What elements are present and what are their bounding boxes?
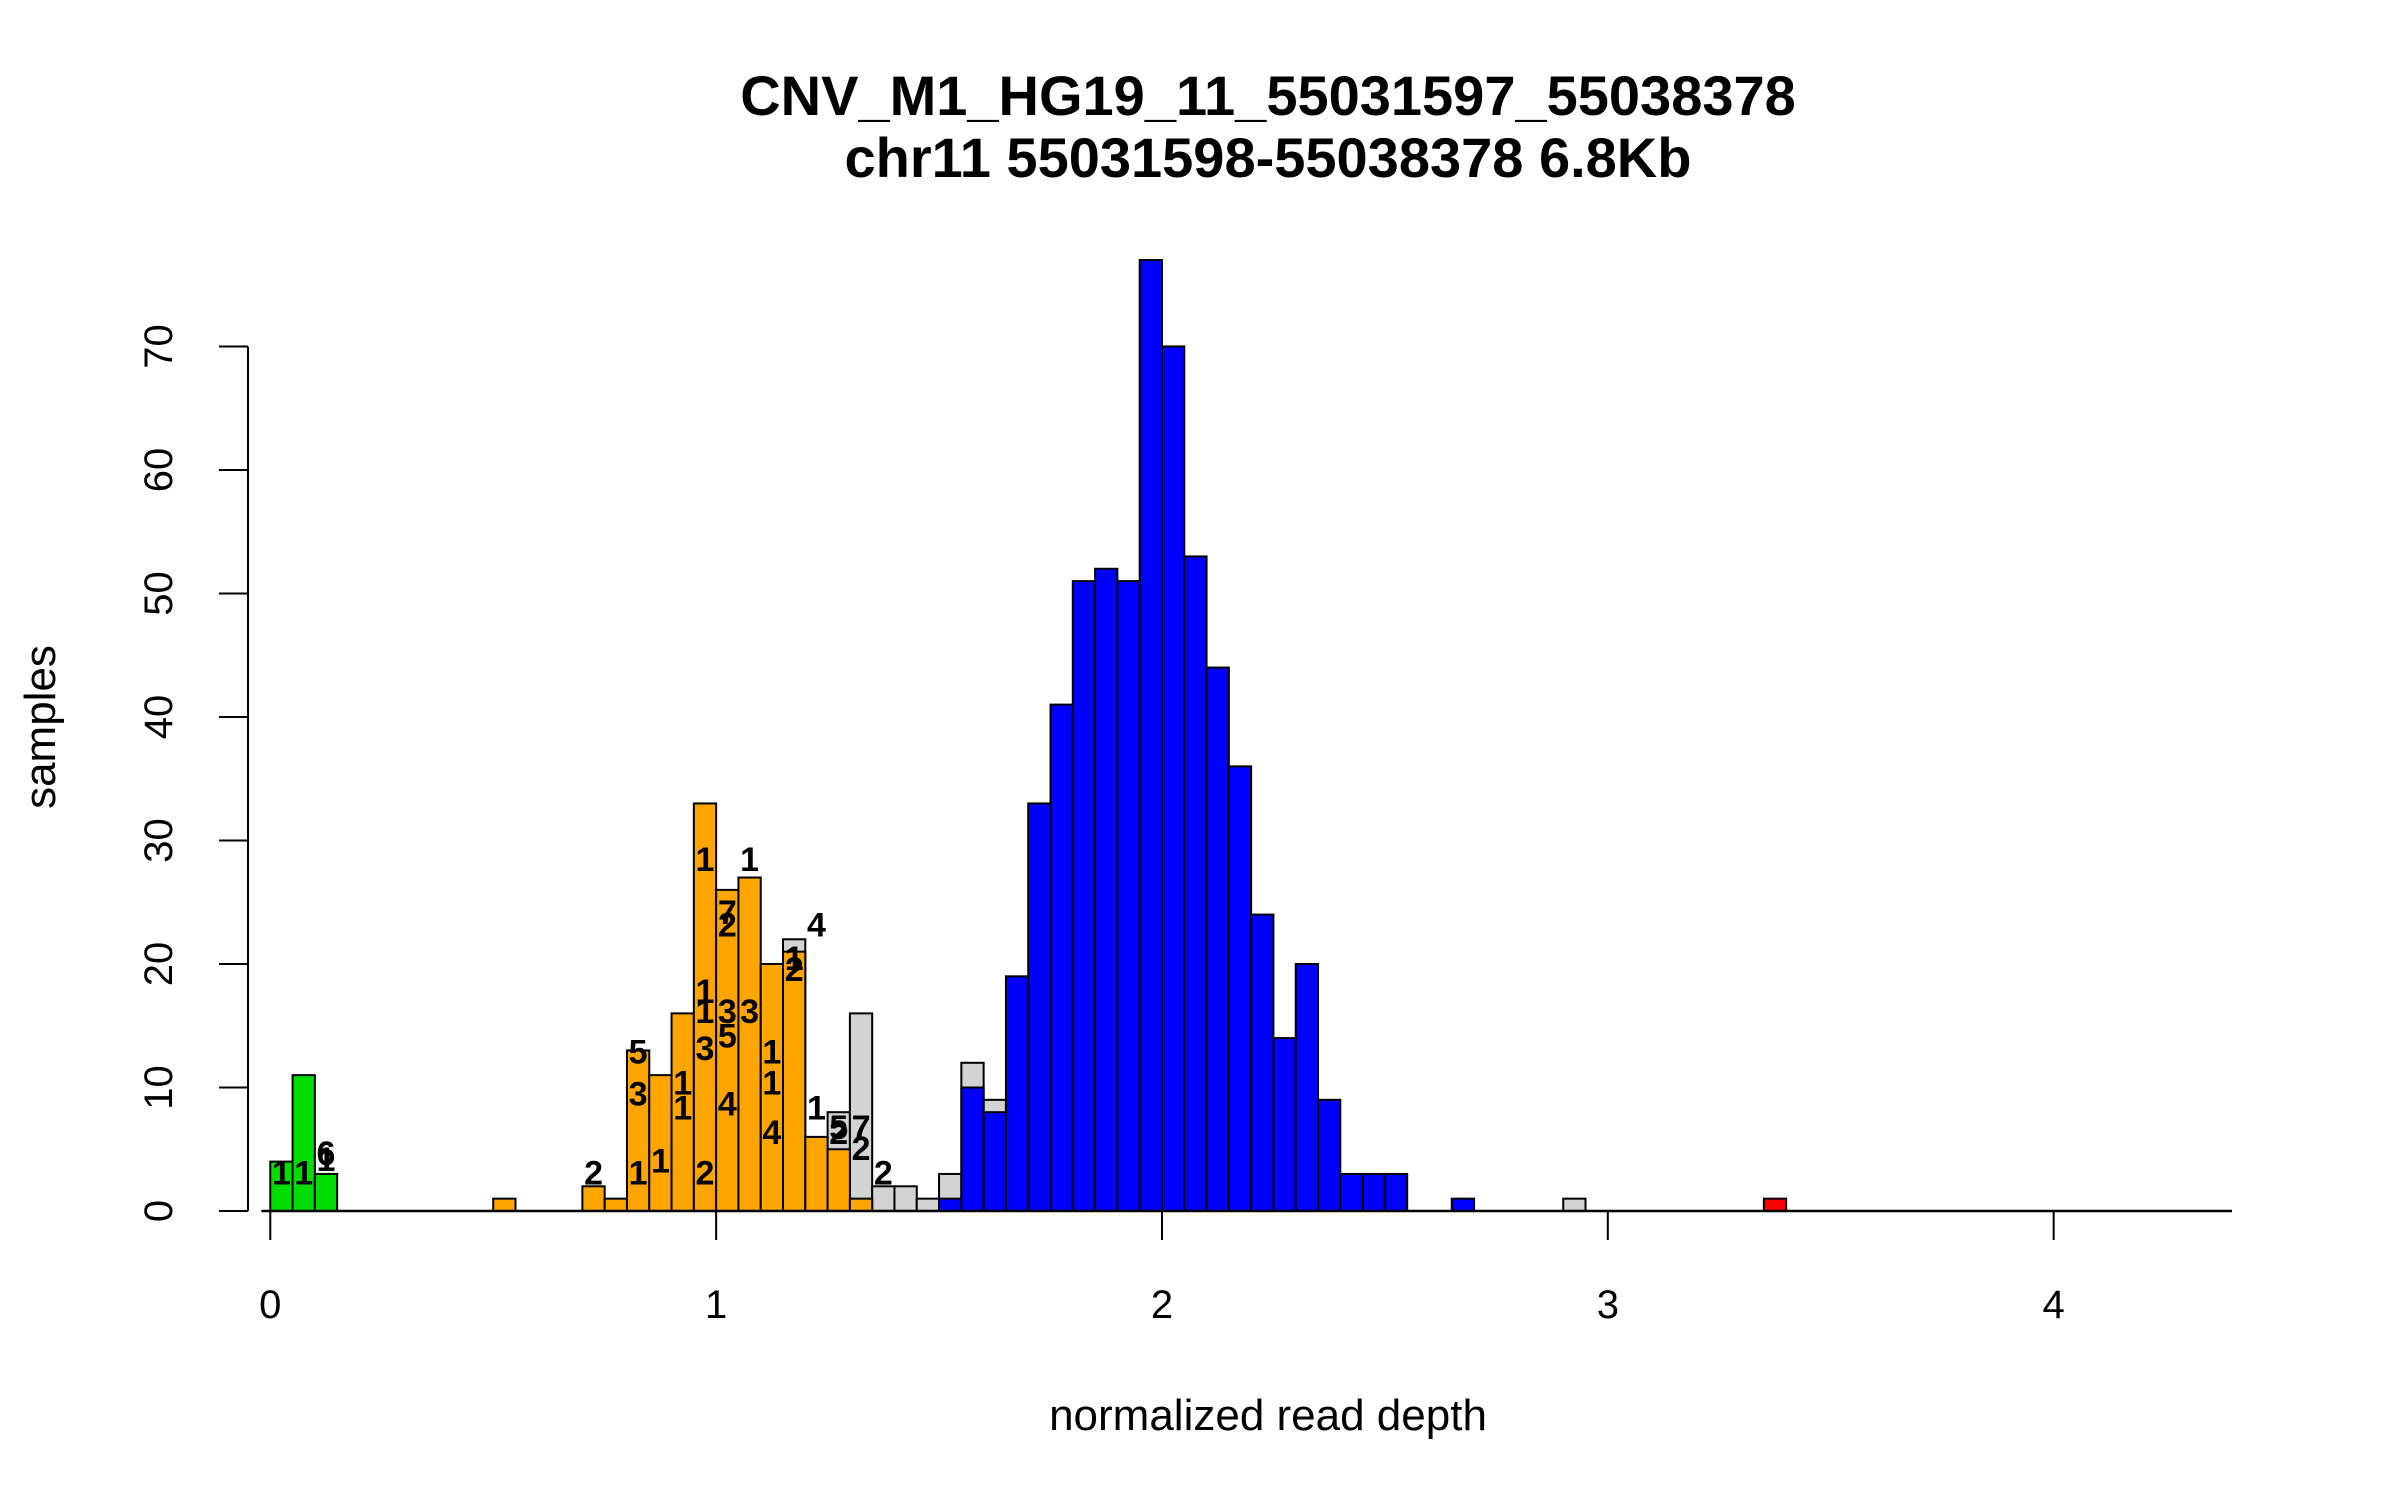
histogram-bar (960, 1086, 985, 1212)
histogram-bar (848, 1197, 874, 1213)
bar-annotation: 1 (629, 1155, 648, 1193)
bar-annotation: 3 (718, 993, 737, 1031)
bar-annotation: 2 (584, 1155, 603, 1193)
x-tick-label: 3 (1597, 1283, 1619, 1327)
bar-annotation: 7 (852, 1109, 871, 1147)
bar-annotation: 2 (829, 1114, 848, 1152)
bar-annotation: 4 (718, 1086, 737, 1124)
bar-annotation: 5 (629, 1034, 648, 1072)
bar-annotation: 1 (696, 993, 715, 1031)
bar-annotation: 1 (696, 973, 715, 1011)
histogram-bar (1116, 580, 1141, 1212)
bar-annotation: 1 (673, 1089, 692, 1127)
bar-annotation: 4 (762, 1114, 781, 1152)
histogram-bar (982, 1111, 1007, 1212)
y-tick-label: 10 (137, 1065, 181, 1110)
histogram-bar (1227, 765, 1253, 1212)
x-tick-label: 4 (2043, 1283, 2065, 1327)
histogram-bar (492, 1197, 517, 1213)
y-tick-label: 60 (137, 448, 181, 493)
histogram-bar (1294, 962, 1320, 1212)
y-axis: 0 10 20 30 40 50 60 70 (137, 324, 249, 1222)
y-tick-label: 20 (137, 942, 181, 987)
histogram-bar (826, 1148, 851, 1212)
bar-annotation: 3 (629, 1076, 648, 1114)
histogram-bar (1160, 345, 1186, 1212)
bar-annotation: 7 (718, 894, 737, 932)
bar-annotation: 3 (740, 993, 759, 1031)
bar-annotation: 2 (718, 906, 737, 944)
bar-annotation: 1 (673, 1065, 692, 1103)
y-axis-label: samples (16, 645, 65, 809)
bar-annotation: 2 (852, 1130, 871, 1168)
histogram-bar (1071, 580, 1097, 1212)
bar-annotation: 1 (762, 1065, 781, 1103)
bar-annotation: 1 (317, 1141, 336, 1179)
bar-annotation: 2 (696, 1155, 715, 1193)
chart-title: CNV_M1_HG19_11_55031597_55038378 (740, 64, 1796, 127)
x-axis-label: normalized read depth (1049, 1391, 1487, 1440)
bars-layer (261, 259, 2232, 1213)
histogram-bar (1049, 703, 1074, 1212)
y-tick-label: 40 (137, 695, 181, 740)
histogram-bar (1094, 567, 1119, 1212)
x-tick-label: 2 (1151, 1283, 1173, 1327)
histogram-bar (1250, 913, 1275, 1213)
bar-annotation: 5 (829, 1109, 848, 1147)
y-tick-label: 0 (137, 1200, 181, 1222)
histogram-bar (1138, 259, 1163, 1212)
histogram-bar (1383, 1172, 1409, 1212)
bar-annotation: 3 (696, 1030, 715, 1068)
y-tick-label: 30 (137, 818, 181, 863)
histogram-bar (804, 1135, 829, 1213)
histogram-bar (603, 1197, 628, 1213)
histogram-bar (1361, 1172, 1386, 1212)
histogram-bar (1762, 1197, 1788, 1213)
histogram-bar (893, 1185, 918, 1213)
bar-annotation: 1 (696, 841, 715, 879)
bar-annotation: 1 (785, 940, 804, 978)
histogram-bar (938, 1197, 963, 1213)
histogram-bar (1450, 1197, 1476, 1213)
bar-annotation: 1 (807, 1089, 826, 1127)
histogram-bar (1317, 1098, 1342, 1212)
x-tick-label: 1 (705, 1283, 727, 1327)
histogram-bar (1562, 1197, 1587, 1213)
bar-annotation: 2 (874, 1155, 893, 1193)
histogram-bar (915, 1197, 941, 1213)
histogram-bar (1004, 975, 1030, 1213)
bar-annotation: 5 (718, 1018, 737, 1056)
bar-annotation: 1 (740, 841, 759, 879)
histogram-bar (1205, 666, 1230, 1212)
chart-subtitle: chr11 55031598-55038378 6.8Kb (845, 126, 1692, 189)
x-axis: 0 1 2 3 4 (259, 1210, 2065, 1327)
histogram-bar (1183, 555, 1208, 1212)
y-tick-label: 50 (137, 571, 181, 616)
histogram-bar (782, 950, 807, 1212)
x-tick-label: 0 (259, 1283, 281, 1327)
bar-annotation: 1 (651, 1142, 670, 1180)
bar-annotation: 1 (272, 1155, 291, 1193)
histogram-bar (1272, 1037, 1297, 1212)
bar-annotation: 4 (807, 906, 826, 944)
histogram-bar (313, 1172, 339, 1212)
bar-annotation: 6 (317, 1135, 336, 1173)
bar-annotation: 1 (762, 1034, 781, 1072)
histogram-bar (737, 876, 762, 1213)
y-tick-label: 70 (137, 324, 181, 369)
bar-annotation: 1 (294, 1155, 313, 1193)
bar-annotation: 2 (785, 951, 804, 989)
histogram-bar (1027, 802, 1052, 1212)
histogram-bar (1339, 1172, 1364, 1212)
